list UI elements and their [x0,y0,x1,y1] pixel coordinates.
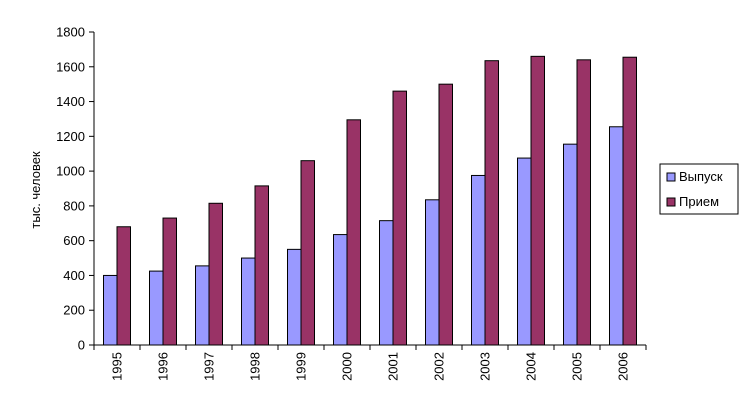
bar-Выпуск-2003 [471,174,486,346]
y-axis-title: тыс. человек [28,151,43,229]
bar-Выпуск-1997 [195,265,210,346]
x-tick-label: 1996 [156,352,171,381]
bar-Выпуск-1996 [149,270,164,346]
bars-group [103,55,637,346]
bar-Прием-1996 [162,217,177,346]
legend: Выпуск Прием [659,163,739,215]
x-tick-label: 1997 [202,352,217,381]
bar-Выпуск-1999 [287,248,302,346]
bar-Выпуск-2001 [379,220,394,346]
bar-Выпуск-2002 [425,199,440,346]
bar-Выпуск-2000 [333,234,348,346]
bar-Прием-2005 [576,59,591,346]
x-tick-label: 2005 [570,352,585,381]
x-tick-label: 2006 [616,352,631,381]
bar-Выпуск-1995 [103,274,118,346]
y-tick-label: 600 [63,233,85,248]
bar-Прием-1995 [116,226,131,346]
bar-Выпуск-2005 [563,143,578,346]
bar-Прием-1999 [300,160,315,346]
bar-Выпуск-1998 [241,257,256,346]
x-axis: 1995 1996 1997 1998 1999 2000 2001 2002 2003 2004… [93,344,647,381]
legend-swatch-vypusk [666,172,676,182]
legend-label-vypusk: Выпуск [679,169,723,184]
x-tick-label: 1999 [294,352,309,381]
y-tick-label: 200 [63,303,85,318]
bar-Прием-2003 [484,60,499,346]
bar-Прием-1998 [254,185,269,346]
x-tick-label: 1995 [110,352,125,381]
bar-Выпуск-2006 [609,126,624,346]
x-tick-label: 2001 [386,352,401,381]
y-tick-label: 400 [63,268,85,283]
y-tick-label: 1600 [56,59,85,74]
y-tick-label: 800 [63,198,85,213]
y-tick-label: 1200 [56,129,85,144]
x-tick-label: 2000 [340,352,355,381]
y-axis: 0 200 400 600 800 1000 1200 1400 1600 1800 [56,25,95,353]
x-tick-label: 2002 [432,352,447,381]
bar-Прием-1997 [208,202,223,346]
y-tick-label: 1400 [56,94,85,109]
bar-Прием-2002 [438,83,453,346]
bar-Прием-2001 [392,90,407,346]
legend-swatch-priem [666,197,676,207]
bar-Прием-2006 [622,56,637,346]
x-tick-label: 2003 [478,352,493,381]
y-tick-label: 1800 [56,25,85,40]
legend-label-priem: Прием [679,194,719,209]
bar-Прием-2000 [346,119,361,346]
bar-Выпуск-2004 [517,157,532,346]
x-tick-label: 1998 [248,352,263,381]
bar-Прием-2004 [530,55,545,346]
y-tick-label: 0 [78,338,85,353]
x-tick-label: 2004 [524,352,539,381]
y-tick-label: 1000 [56,164,85,179]
